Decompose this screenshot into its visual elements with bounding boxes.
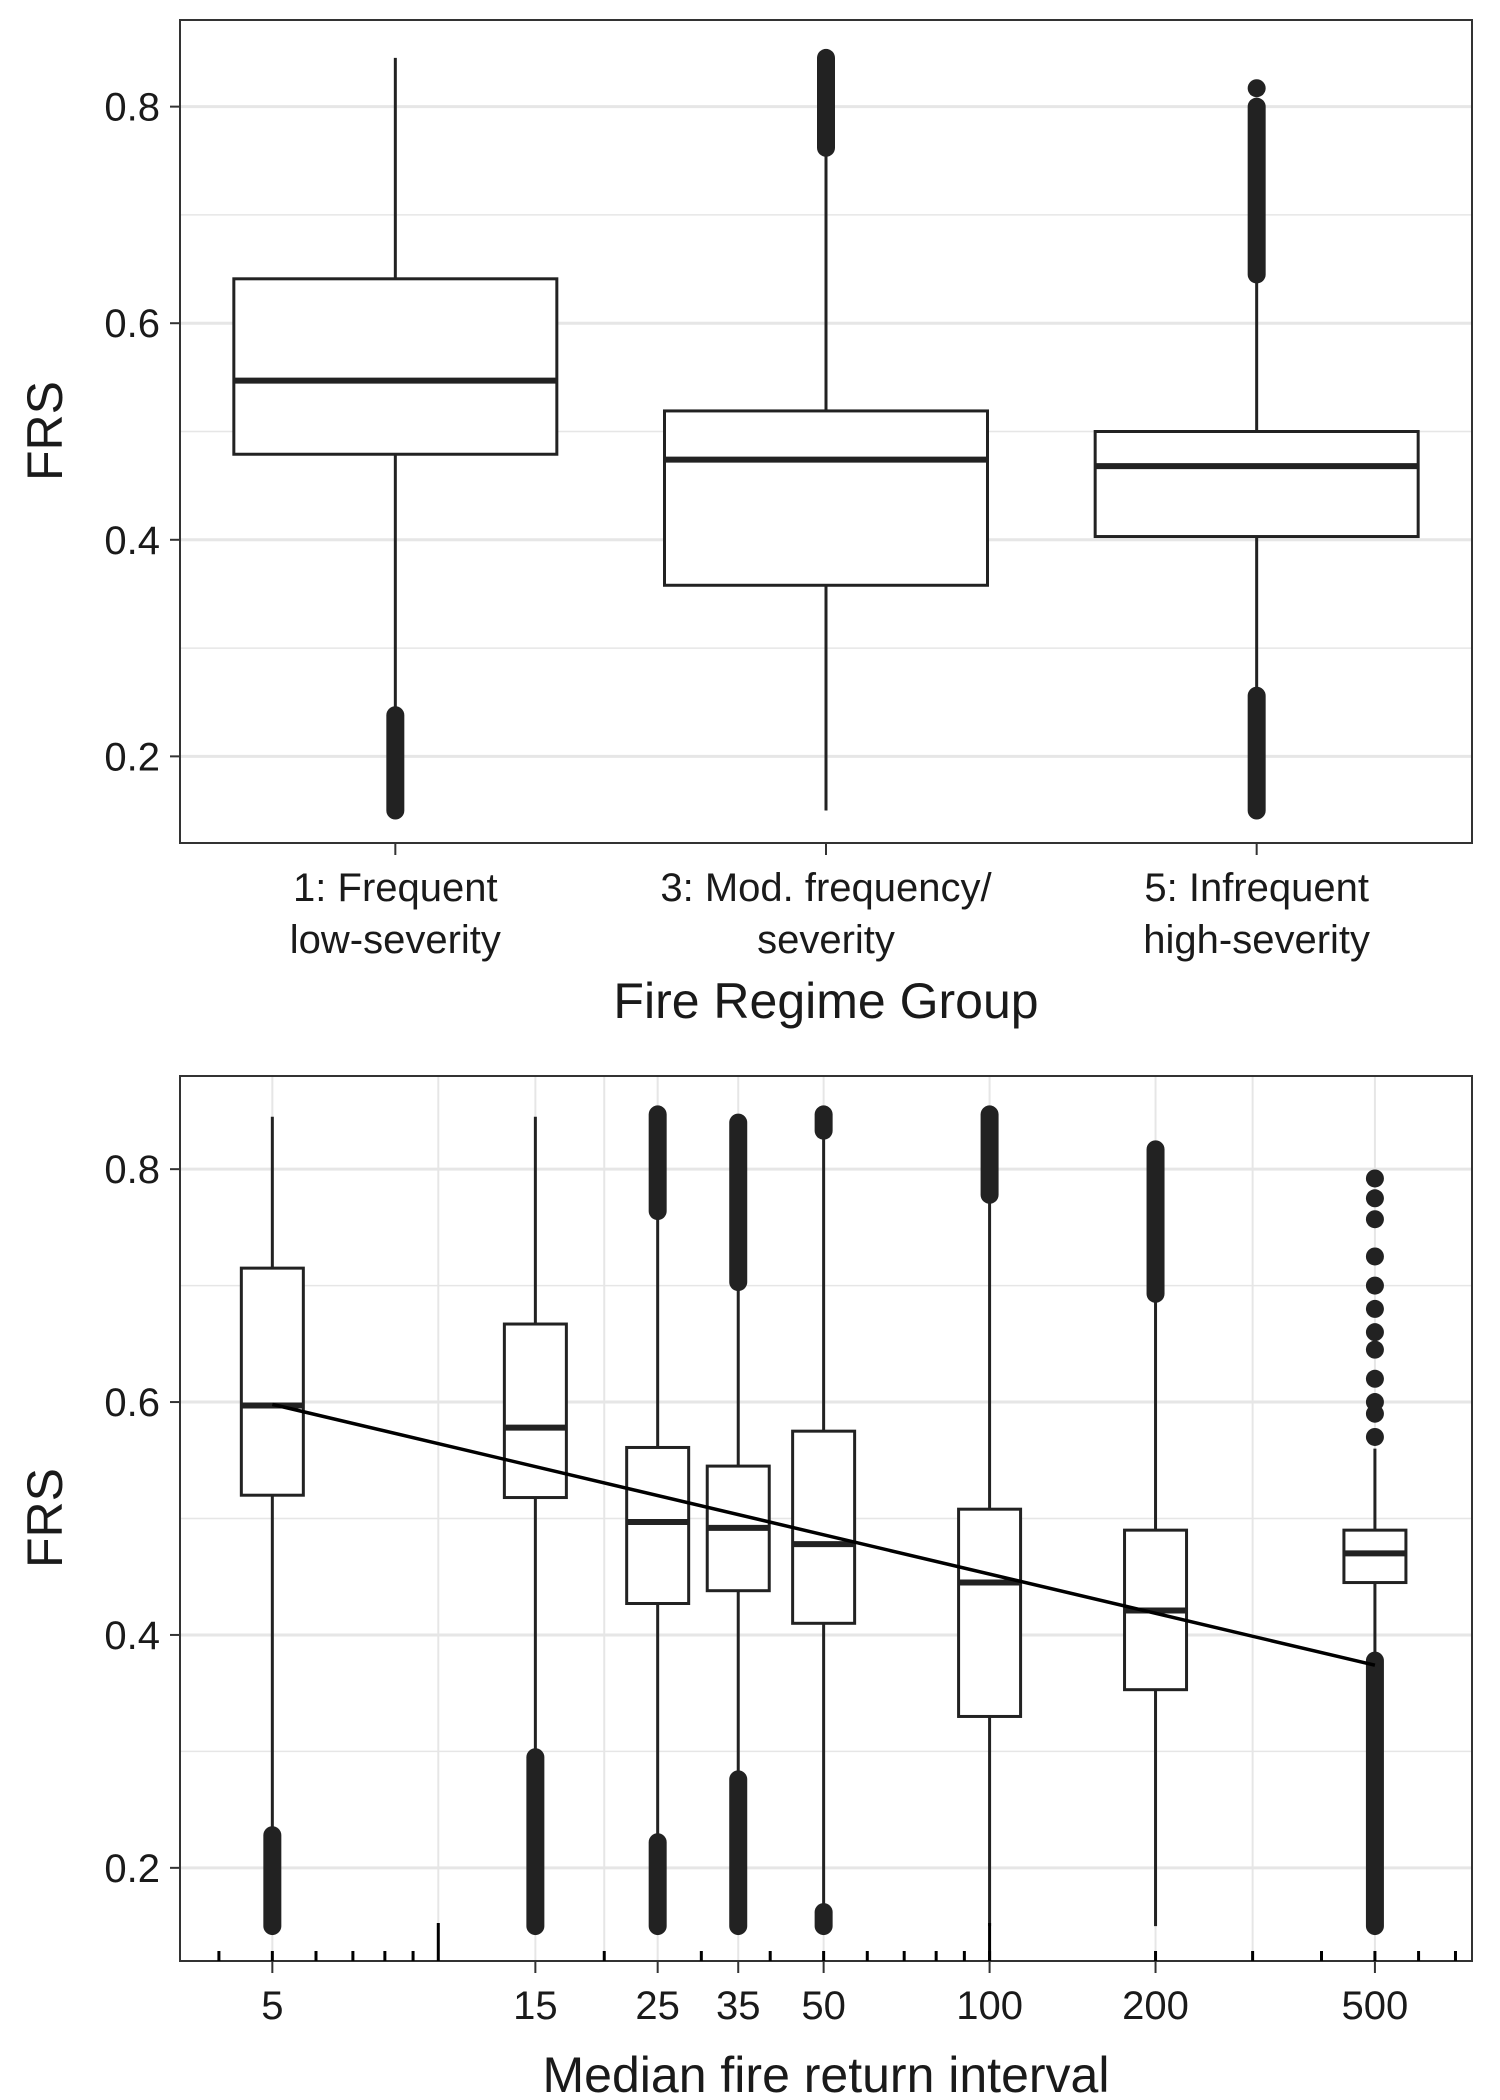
x-tick-label: 50: [801, 1984, 846, 2028]
y-tick-label: 0.6: [104, 1381, 160, 1425]
x-tick-label-line: high-severity: [1143, 918, 1370, 962]
outlier-point: [1247, 79, 1266, 98]
box-group: [625, 1105, 691, 1936]
box-iqr: [239, 1266, 305, 1497]
box-group: [957, 1105, 1023, 1927]
y-tick-label: 0.2: [104, 1847, 160, 1891]
box-iqr: [791, 1429, 857, 1625]
trend-line: [271, 1402, 1376, 1667]
outlier-point: [1365, 1427, 1384, 1446]
x-tick-label: 200: [1122, 1984, 1189, 2028]
box-iqr: [1093, 430, 1420, 539]
panel-1-boxes: [232, 48, 1420, 820]
outlier-point: [1365, 1323, 1384, 1342]
box-group: [705, 1113, 771, 1936]
panel-1-y-axis-title: FRS: [17, 381, 73, 481]
box-iqr: [502, 1322, 568, 1500]
y-tick-label: 0.8: [104, 86, 160, 130]
x-tick-label: 15: [513, 1984, 558, 2028]
x-tick-label: 25: [635, 1984, 680, 2028]
x-tick-label: 5: [261, 1984, 283, 2028]
box-group: [791, 1105, 857, 1936]
box-group: [663, 48, 989, 811]
panel-2-x-ticks: 5 15 25 35 50 100 200 500: [217, 1923, 1457, 2028]
x-tick-label-line: 5: Infrequent: [1144, 866, 1369, 910]
box-group: [1093, 79, 1420, 820]
panel-fire-regime-group: 0.2 0.4 0.6 0.8 1: Frequent low-severity 3: M…: [17, 19, 1473, 1029]
box-group: [502, 1116, 568, 1936]
panel-2-boxes: [239, 1105, 1408, 1936]
box-iqr: [625, 1445, 691, 1606]
box-group: [232, 57, 559, 820]
y-tick-label: 0.6: [104, 302, 160, 346]
outlier-point: [1365, 1299, 1384, 1318]
x-tick-label-line: 3: Mod. frequency/: [660, 866, 992, 910]
x-tick-label-line: 1: Frequent: [293, 866, 498, 910]
box-iqr: [232, 277, 559, 456]
panel-2-trend: [271, 1402, 1376, 1667]
outlier-point: [1365, 1189, 1384, 1208]
box-iqr: [957, 1507, 1023, 1718]
outlier-point: [1365, 1169, 1384, 1188]
x-tick-label: 100: [956, 1984, 1023, 2028]
x-tick-label-line: low-severity: [290, 918, 501, 962]
panel-2-border: [179, 1075, 1473, 1962]
outlier-point: [1365, 1393, 1384, 1412]
outlier-point: [1365, 1276, 1384, 1295]
box-group: [1342, 1169, 1408, 1936]
x-tick-label-line: severity: [757, 918, 895, 962]
x-tick-label: 1: Frequent low-severity: [290, 866, 501, 962]
x-tick-label: 5: Infrequent high-severity: [1143, 866, 1370, 962]
x-tick-label: 3: Mod. frequency/severity: [660, 866, 992, 962]
panel-1-y-ticks: 0.2 0.4 0.6 0.8: [104, 86, 180, 779]
outlier-point: [1365, 1247, 1384, 1266]
y-tick-label: 0.2: [104, 735, 160, 779]
box-iqr: [663, 409, 989, 587]
outlier-point: [1365, 1369, 1384, 1388]
panel-2-x-axis-title: Median fire return interval: [543, 2047, 1110, 2100]
panel-2-y-ticks: 0.2 0.4 0.6 0.8: [104, 1148, 180, 1891]
outlier-point: [1365, 1210, 1384, 1229]
y-tick-label: 0.8: [104, 1148, 160, 1192]
panel-1-x-ticks: 1: Frequent low-severity 3: Mod. frequency…: [290, 843, 1370, 962]
y-tick-label: 0.4: [104, 519, 160, 563]
outlier-point: [1365, 1340, 1384, 1359]
x-tick-label: 35: [716, 1984, 761, 2028]
panel-1-x-axis-title: Fire Regime Group: [613, 973, 1038, 1029]
panel-2-y-axis-title: FRS: [17, 1468, 73, 1568]
panel-median-fire-return-interval: 0.2 0.4 0.6 0.8 5 15 25 35 50 100 200 500 Median f…: [17, 1075, 1473, 2100]
y-tick-label: 0.4: [104, 1614, 160, 1658]
x-tick-label: 500: [1342, 1984, 1409, 2028]
box-group: [239, 1116, 305, 1936]
